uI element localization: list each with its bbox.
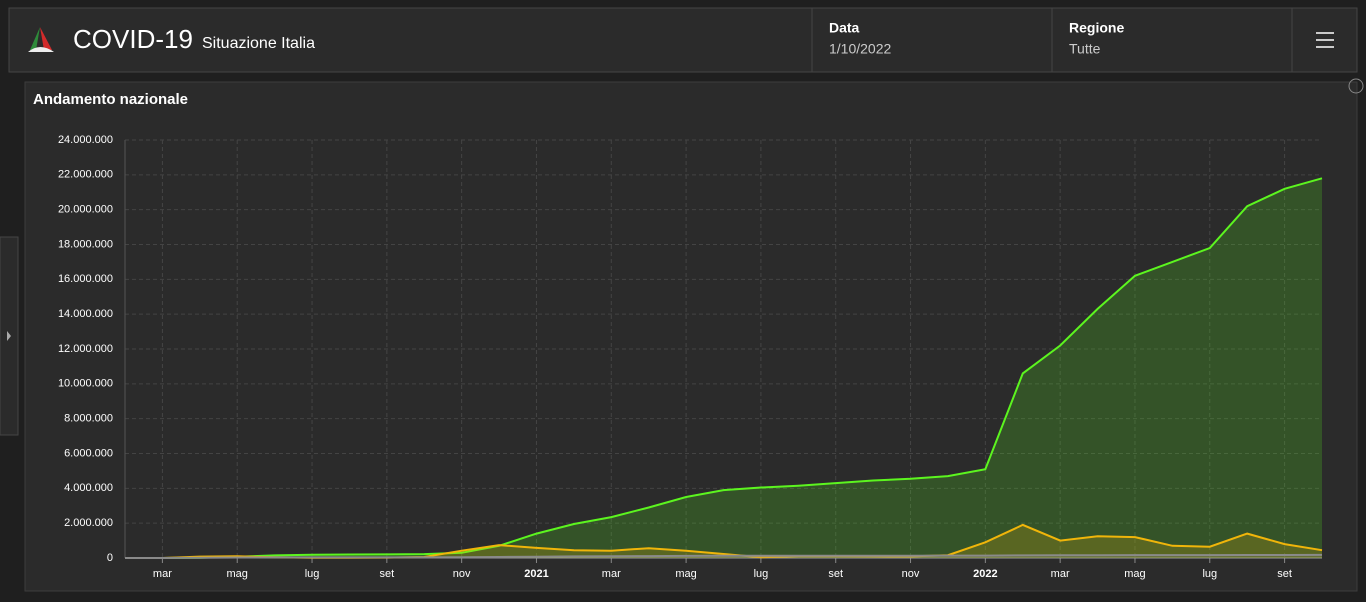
plot: 0 2.000.000 4.000.000 6.000.000 8.000.000 10.…: [58, 134, 1323, 580]
series-area: [125, 524, 1322, 558]
y-tick-label: 18.000.000: [58, 238, 113, 250]
y-tick-label: 4.000.000: [64, 482, 113, 494]
y-tick-label: 16.000.000: [58, 273, 113, 285]
x-tick-label: 2021: [524, 568, 548, 580]
x-tick-label: mag: [1124, 568, 1145, 580]
date-value[interactable]: 1/10/2022: [829, 41, 891, 57]
x-tick-label: mar: [153, 568, 172, 580]
region-label: Regione: [1069, 20, 1124, 36]
x-tick-label: nov: [902, 568, 920, 580]
x-tick-label: mar: [1051, 568, 1070, 580]
x-tick-label: set: [380, 568, 395, 580]
x-tick-label: set: [1277, 568, 1292, 580]
y-tick-label: 0: [107, 552, 113, 564]
y-tick-label: 20.000.000: [58, 204, 113, 216]
x-tick-label: mag: [227, 568, 248, 580]
date-label: Data: [829, 20, 860, 36]
series-line: [125, 553, 1323, 559]
y-tick-label: 2.000.000: [64, 517, 113, 529]
x-tick-label: lug: [754, 568, 769, 580]
x-tick-label: lug: [305, 568, 320, 580]
y-tick-label: 10.000.000: [58, 378, 113, 390]
region-value[interactable]: Tutte: [1069, 41, 1101, 57]
x-tick-label: mag: [675, 568, 696, 580]
header-bar: [8, 7, 1358, 73]
y-tick-label: 22.000.000: [58, 169, 113, 181]
app-subtitle: Situazione Italia: [202, 35, 315, 52]
x-tick-label: nov: [453, 568, 471, 580]
y-tick-label: 14.000.000: [58, 308, 113, 320]
y-tick-label: 12.000.000: [58, 343, 113, 355]
x-tick-label: lug: [1202, 568, 1217, 580]
y-tick-label: 24.000.000: [58, 134, 113, 146]
y-tick-label: 6.000.000: [64, 447, 113, 459]
logo: [28, 27, 54, 52]
app-title: COVID-19: [73, 24, 193, 54]
expand-button[interactable]: [1348, 78, 1364, 94]
x-tick-label: set: [828, 568, 843, 580]
side-tab-arrow: [7, 331, 11, 341]
x-tick-label: mar: [602, 568, 621, 580]
y-tick-label: 8.000.000: [64, 413, 113, 425]
chart-title: Andamento nazionale: [33, 91, 188, 108]
x-tick-label: 2022: [973, 568, 997, 580]
series-line: [125, 177, 1323, 559]
series-area: [125, 178, 1322, 559]
menu-button[interactable]: [1316, 32, 1334, 48]
